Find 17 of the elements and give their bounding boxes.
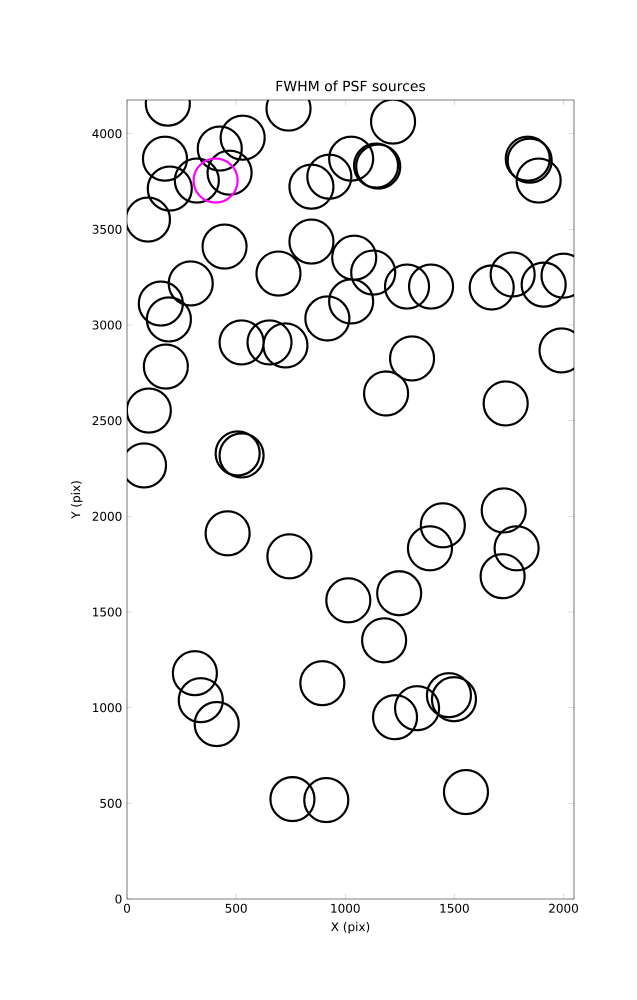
chart-title: FWHM of PSF sources: [276, 80, 426, 92]
y-tick-label: 3500: [92, 224, 122, 234]
y-tick-label: 500: [100, 798, 122, 808]
x-tick-label: 2000: [549, 904, 578, 913]
x-tick-label: 0: [124, 904, 130, 913]
x-tick-label: 1000: [331, 904, 360, 913]
x-tick-label: 500: [226, 904, 247, 913]
y-tick-label: 3000: [92, 320, 122, 330]
y-axis-title: Y (pix): [70, 481, 83, 519]
y-tick-label: 1500: [93, 607, 122, 617]
y-tick-label: 0: [115, 894, 122, 904]
x-tick-label: 1500: [440, 904, 469, 913]
y-tick-label: 2000: [92, 512, 122, 521]
y-tick-label: 1000: [93, 703, 122, 712]
x-axis-title: X (pix): [331, 922, 370, 934]
y-tick-label: 2500: [92, 416, 122, 426]
y-tick-label: 4000: [92, 129, 122, 138]
